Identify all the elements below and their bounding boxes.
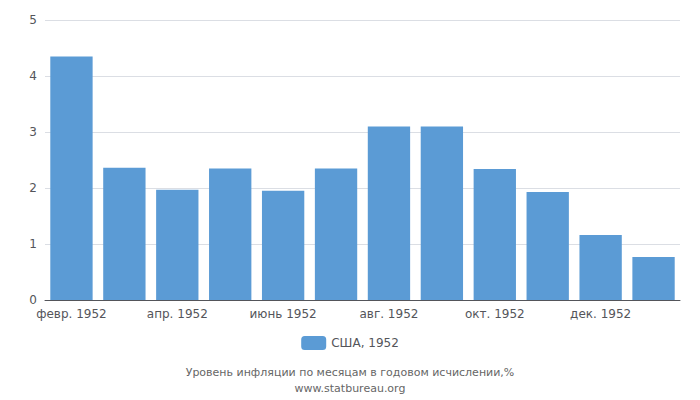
svg-text:апр. 1952: апр. 1952 bbox=[147, 307, 208, 321]
svg-text:2: 2 bbox=[29, 181, 37, 195]
svg-text:0: 0 bbox=[29, 293, 37, 307]
svg-text:февр. 1952: февр. 1952 bbox=[36, 307, 107, 321]
svg-text:окт. 1952: окт. 1952 bbox=[465, 307, 525, 321]
svg-text:4: 4 bbox=[29, 69, 37, 83]
svg-text:1: 1 bbox=[29, 237, 37, 251]
svg-text:5: 5 bbox=[29, 13, 37, 27]
svg-text:дек. 1952: дек. 1952 bbox=[570, 307, 631, 321]
svg-text:США, 1952: США, 1952 bbox=[331, 336, 399, 350]
svg-text:июнь 1952: июнь 1952 bbox=[250, 307, 317, 321]
svg-text:www.statbureau.org: www.statbureau.org bbox=[295, 382, 406, 395]
svg-text:авг. 1952: авг. 1952 bbox=[360, 307, 419, 321]
svg-text:Уровень инфляции по месяцам в: Уровень инфляции по месяцам в годовом ис… bbox=[186, 366, 515, 379]
svg-text:3: 3 bbox=[29, 125, 37, 139]
